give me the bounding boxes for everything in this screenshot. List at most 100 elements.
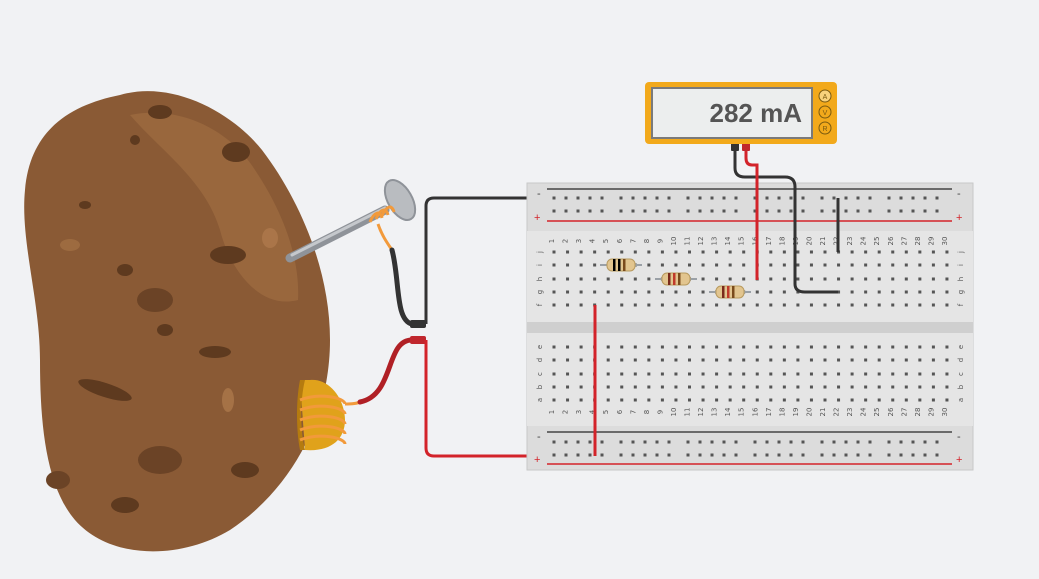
breadboard-hole[interactable] xyxy=(809,372,813,376)
breadboard-hole[interactable] xyxy=(918,345,922,349)
rail-hole[interactable] xyxy=(698,196,702,200)
resistor[interactable] xyxy=(600,258,642,272)
rail-hole[interactable] xyxy=(588,209,592,213)
breadboard-hole[interactable] xyxy=(931,372,935,376)
breadboard-hole[interactable] xyxy=(809,345,813,349)
breadboard-hole[interactable] xyxy=(796,303,800,307)
breadboard-hole[interactable] xyxy=(850,385,854,389)
breadboard-hole[interactable] xyxy=(660,372,664,376)
breadboard-hole[interactable] xyxy=(809,385,813,389)
breadboard-hole[interactable] xyxy=(945,345,949,349)
rail-hole[interactable] xyxy=(722,440,726,444)
multimeter-probe-wires[interactable] xyxy=(731,143,838,294)
breadboard-hole[interactable] xyxy=(552,303,556,307)
breadboard-hole[interactable] xyxy=(660,345,664,349)
breadboard-hole[interactable] xyxy=(566,303,570,307)
rail-hole[interactable] xyxy=(576,209,580,213)
breadboard-hole[interactable] xyxy=(674,250,678,254)
breadboard-hole[interactable] xyxy=(715,277,719,281)
breadboard-hole[interactable] xyxy=(552,358,556,362)
breadboard-hole[interactable] xyxy=(864,290,868,294)
breadboard-hole[interactable] xyxy=(918,263,922,267)
rail-hole[interactable] xyxy=(789,196,793,200)
rail-hole[interactable] xyxy=(935,196,939,200)
breadboard-hole[interactable] xyxy=(796,372,800,376)
rail-hole[interactable] xyxy=(844,196,848,200)
breadboard-hole[interactable] xyxy=(593,263,597,267)
breadboard-hole[interactable] xyxy=(796,250,800,254)
rail-hole[interactable] xyxy=(698,440,702,444)
breadboard-hole[interactable] xyxy=(633,345,637,349)
breadboard-hole[interactable] xyxy=(579,263,583,267)
rail-hole[interactable] xyxy=(765,440,769,444)
rail-hole[interactable] xyxy=(899,440,903,444)
breadboard-hole[interactable] xyxy=(579,398,583,402)
rail-hole[interactable] xyxy=(600,440,604,444)
breadboard-hole[interactable] xyxy=(904,372,908,376)
breadboard-hole[interactable] xyxy=(769,290,773,294)
breadboard-hole[interactable] xyxy=(769,385,773,389)
breadboard-hole[interactable] xyxy=(891,303,895,307)
breadboard-hole[interactable] xyxy=(593,250,597,254)
rail-hole[interactable] xyxy=(710,209,714,213)
breadboard-hole[interactable] xyxy=(606,398,610,402)
breadboard-hole[interactable] xyxy=(606,385,610,389)
breadboard-hole[interactable] xyxy=(945,303,949,307)
breadboard-hole[interactable] xyxy=(647,372,651,376)
coin-electrode[interactable] xyxy=(297,379,347,451)
rail-hole[interactable] xyxy=(564,440,568,444)
rail-hole[interactable] xyxy=(801,209,805,213)
rail-hole[interactable] xyxy=(765,209,769,213)
breadboard-hole[interactable] xyxy=(688,345,691,349)
breadboard-hole[interactable] xyxy=(864,358,868,362)
breadboard-hole[interactable] xyxy=(796,345,800,349)
breadboard-hole[interactable] xyxy=(850,303,854,307)
breadboard-hole[interactable] xyxy=(931,385,935,389)
rail-hole[interactable] xyxy=(789,209,793,213)
breadboard-hole[interactable] xyxy=(620,290,624,294)
breadboard-hole[interactable] xyxy=(728,345,732,349)
breadboard-hole[interactable] xyxy=(782,277,786,281)
breadboard-hole[interactable] xyxy=(782,263,786,267)
breadboard-hole[interactable] xyxy=(674,303,678,307)
electrode-wires[interactable] xyxy=(344,196,540,458)
breadboard-hole[interactable] xyxy=(715,385,719,389)
rail-hole[interactable] xyxy=(820,453,824,457)
rail-hole[interactable] xyxy=(619,440,623,444)
rail-hole[interactable] xyxy=(722,209,726,213)
breadboard-hole[interactable] xyxy=(552,398,556,402)
rail-hole[interactable] xyxy=(600,196,604,200)
rail-hole[interactable] xyxy=(564,209,568,213)
breadboard-hole[interactable] xyxy=(688,398,691,402)
breadboard-hole[interactable] xyxy=(552,277,556,281)
breadboard-hole[interactable] xyxy=(742,250,746,254)
breadboard-hole[interactable] xyxy=(701,358,705,362)
rail-hole[interactable] xyxy=(801,440,805,444)
breadboard-hole[interactable] xyxy=(945,290,949,294)
breadboard-hole[interactable] xyxy=(620,358,624,362)
rail-hole[interactable] xyxy=(564,196,568,200)
breadboard-hole[interactable] xyxy=(931,398,935,402)
breadboard-hole[interactable] xyxy=(904,385,908,389)
rail-hole[interactable] xyxy=(832,196,836,200)
breadboard-hole[interactable] xyxy=(809,277,813,281)
breadboard-hole[interactable] xyxy=(579,277,583,281)
breadboard-hole[interactable] xyxy=(877,303,881,307)
breadboard-hole[interactable] xyxy=(782,385,786,389)
breadboard-hole[interactable] xyxy=(891,398,895,402)
breadboard-hole[interactable] xyxy=(918,277,922,281)
rail-hole[interactable] xyxy=(631,209,635,213)
breadboard-hole[interactable] xyxy=(769,263,773,267)
breadboard-hole[interactable] xyxy=(837,290,841,294)
breadboard-hole[interactable] xyxy=(809,358,813,362)
breadboard-hole[interactable] xyxy=(837,277,841,281)
breadboard-hole[interactable] xyxy=(755,345,759,349)
breadboard-hole[interactable] xyxy=(701,385,705,389)
rail-hole[interactable] xyxy=(777,440,781,444)
breadboard-hole[interactable] xyxy=(891,372,895,376)
breadboard-hole[interactable] xyxy=(660,250,664,254)
breadboard-hole[interactable] xyxy=(674,385,678,389)
breadboard-hole[interactable] xyxy=(566,263,570,267)
breadboard-hole[interactable] xyxy=(620,385,624,389)
breadboard-hole[interactable] xyxy=(918,303,922,307)
